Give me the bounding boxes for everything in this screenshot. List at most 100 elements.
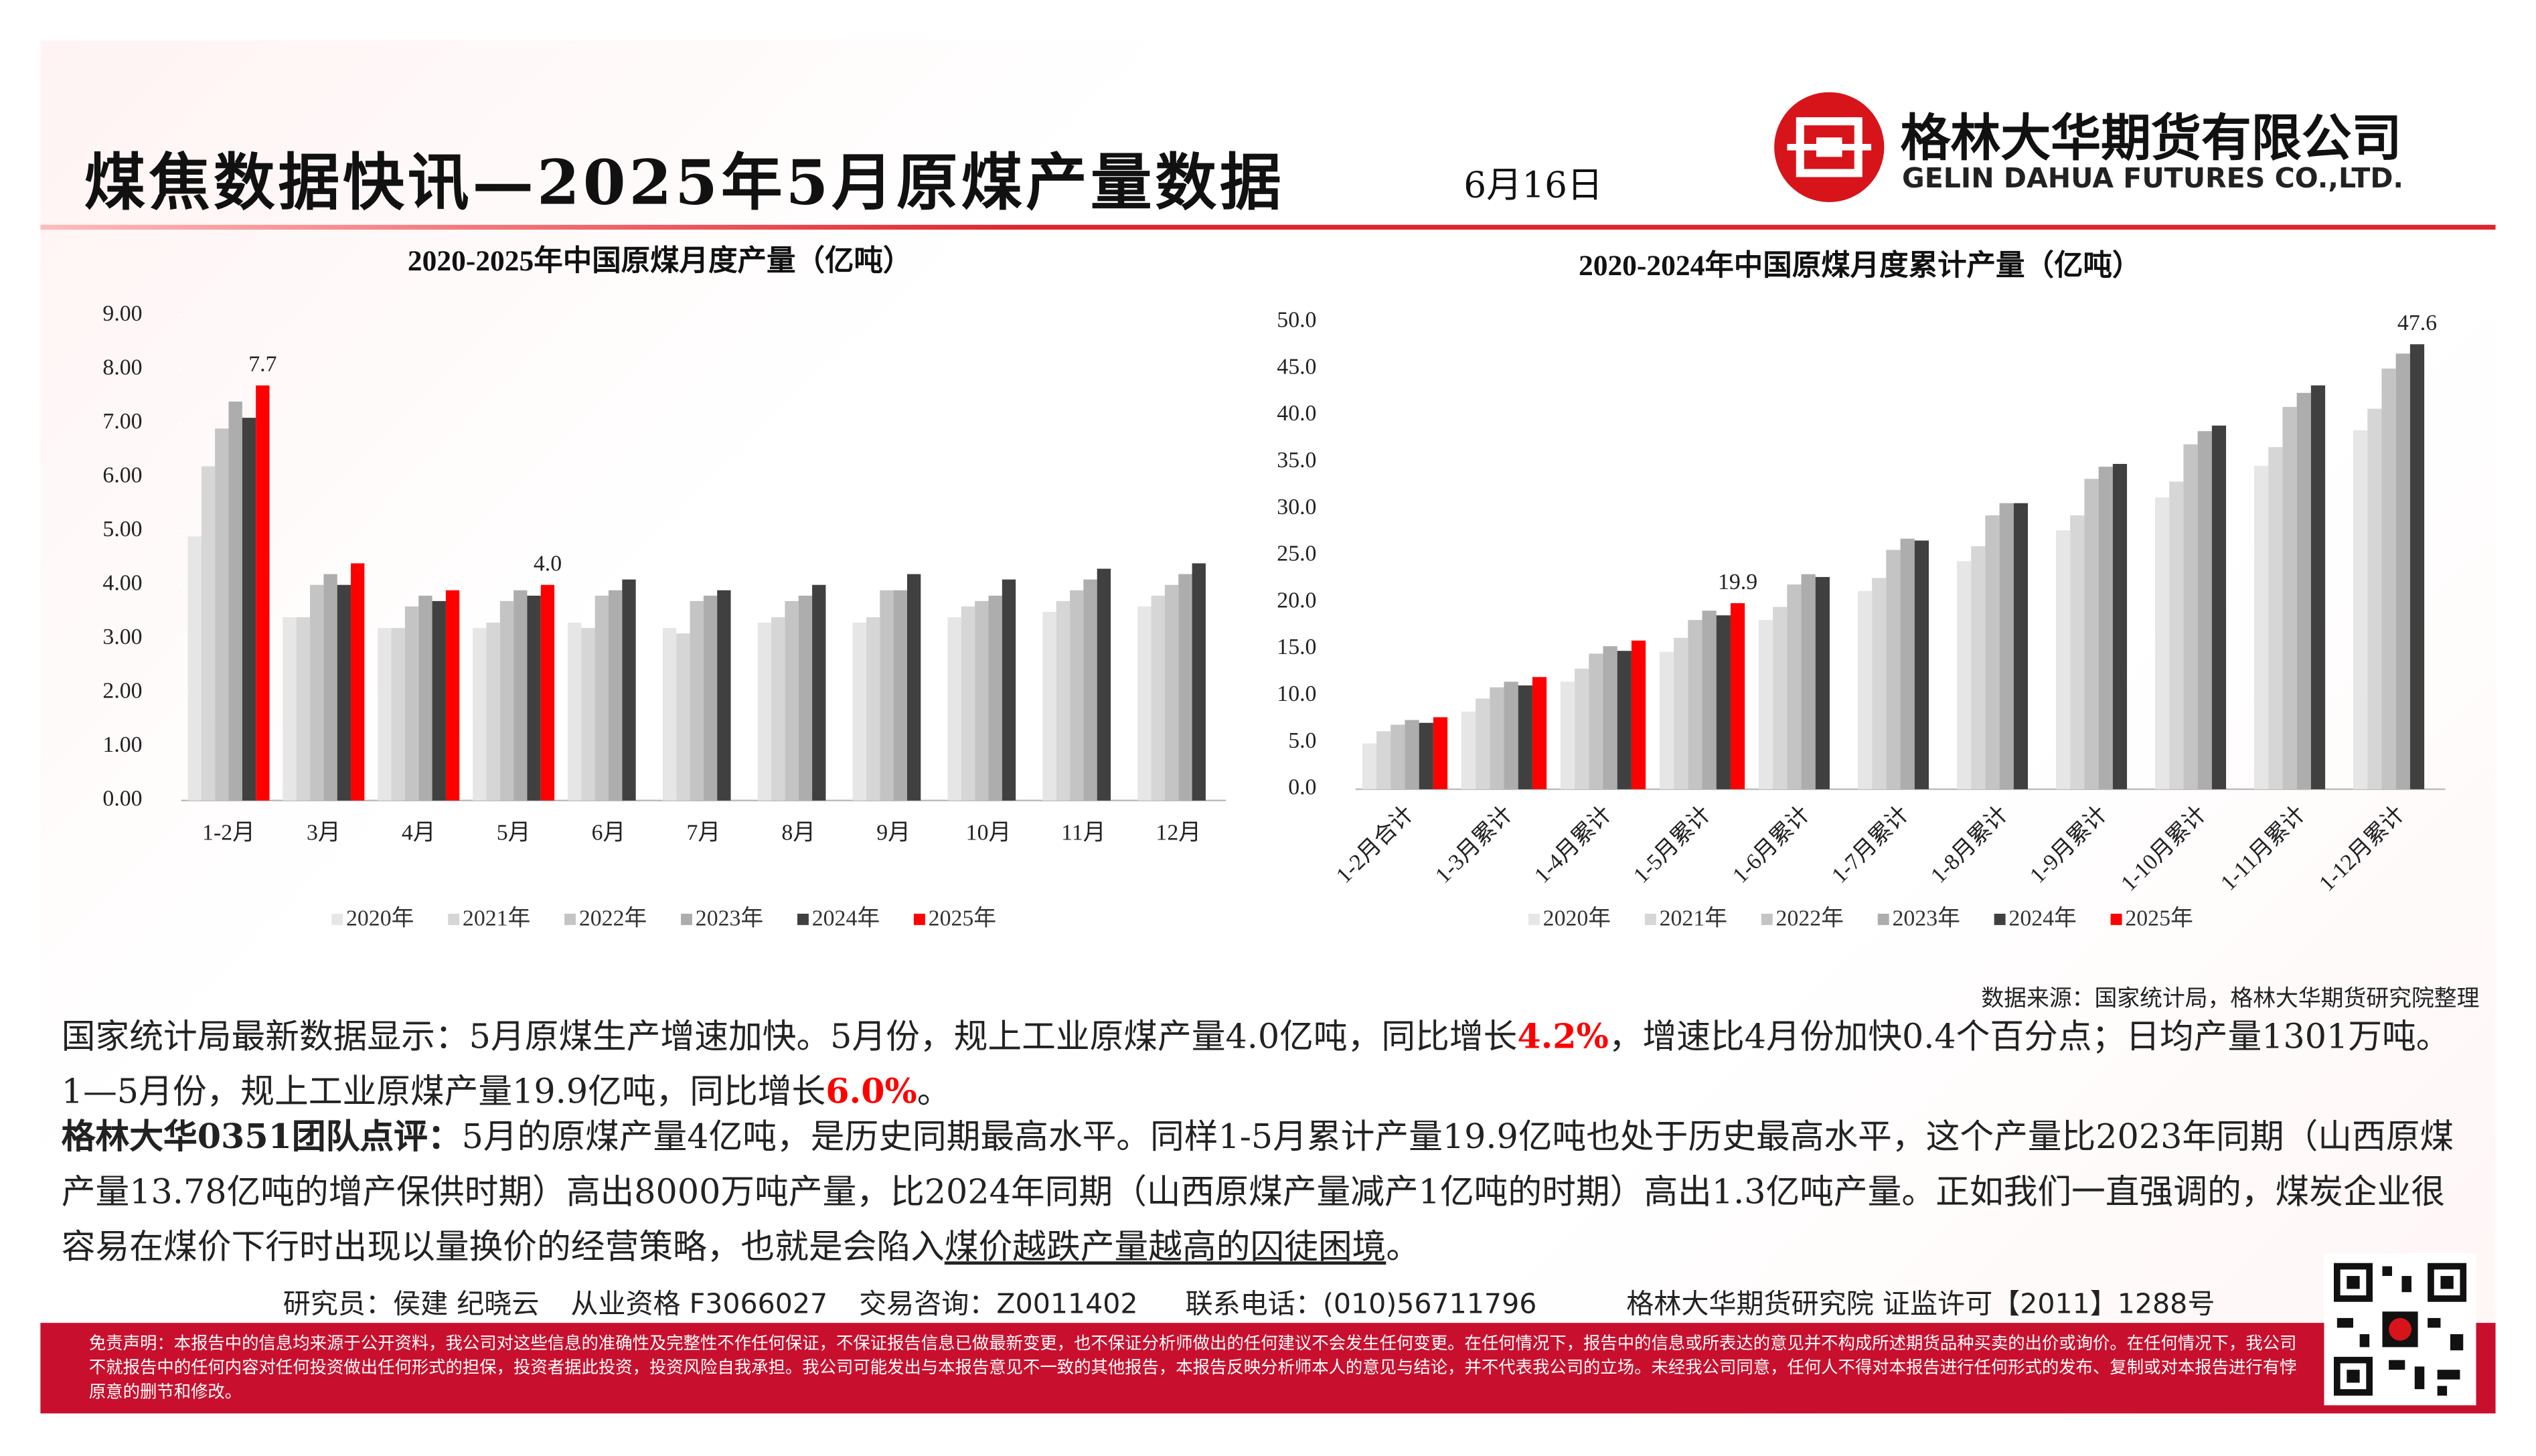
bar	[975, 600, 989, 801]
bar	[1631, 640, 1646, 789]
bar	[242, 418, 256, 801]
bar	[880, 590, 894, 801]
x-tick-label: 1-4月累计	[1530, 801, 1617, 888]
company-name: 格林大华期货有限公司	[1900, 110, 2402, 169]
bar	[2055, 530, 2071, 789]
bar	[1192, 563, 1206, 801]
bar	[1985, 515, 2000, 789]
charts: 2020-2025年中国原煤月度产量（亿吨） 0.00 1.00 2.00 3.00 4.…	[102, 244, 2446, 931]
legend-swatch	[1761, 913, 1773, 925]
legend-swatch	[1644, 913, 1656, 925]
legend-swatch	[564, 913, 576, 925]
contact: 研究员：侯建 纪晓云	[283, 1289, 540, 1321]
y-tick-label: 6.00	[102, 463, 142, 487]
bar	[1787, 584, 1802, 789]
contact: 从业资格 F3066027	[570, 1289, 828, 1321]
bar	[893, 590, 907, 801]
y-tick-label: 5.00	[102, 517, 142, 542]
bar	[1504, 681, 1518, 789]
bar	[391, 628, 405, 801]
bar	[2367, 408, 2382, 789]
data-label: 4.0	[534, 551, 562, 576]
y-tick-label: 9.00	[102, 301, 142, 326]
x-tick-label: 1-5月累计	[1629, 801, 1716, 888]
disclaimer: 免责声明：本报告中的信息均来源于公开资料，我公司对这些信息的准确性及完整性不作任…	[88, 1334, 2297, 1402]
bar	[690, 600, 704, 801]
y-tick-label: 30.0	[1277, 495, 1316, 519]
bar	[1617, 651, 1632, 789]
bar	[1042, 611, 1056, 801]
y-tick-label: 1.00	[102, 732, 142, 757]
bar	[540, 584, 555, 801]
bar	[785, 600, 799, 801]
bar	[608, 590, 623, 801]
legend-label: 2024年	[2008, 905, 2076, 931]
bar	[1659, 651, 1674, 789]
legend-label: 2025年	[929, 905, 996, 931]
chart-title: 2020-2024年中国原煤月度累计产量（亿吨）	[1579, 249, 2141, 282]
bar	[201, 466, 216, 801]
bar	[351, 563, 365, 801]
legend-swatch	[2110, 913, 2122, 925]
bar	[798, 595, 813, 801]
bar	[1164, 584, 1179, 801]
bar	[1461, 712, 1476, 789]
summary-highlight: 6.0%	[825, 1070, 917, 1111]
bar	[1083, 579, 1097, 801]
bar	[2197, 431, 2212, 789]
x-tick-label: 7月	[687, 820, 721, 845]
comment-label: 格林大华0351团队点评：	[61, 1115, 462, 1157]
contact: 格林大华期货研究院 证监许可【2011】1288号	[1626, 1289, 2215, 1321]
legend-label: 2020年	[1543, 905, 1611, 931]
bar	[1773, 606, 1788, 789]
y-tick-label: 4.00	[102, 570, 142, 595]
y-tick-label: 15.0	[1277, 635, 1316, 659]
bar	[323, 574, 337, 801]
bar	[757, 623, 772, 801]
x-tick-label: 11月	[1061, 820, 1105, 845]
x-tick-label: 10月	[966, 820, 1012, 845]
date: 6月16日	[1463, 166, 1603, 208]
bar	[1433, 717, 1448, 789]
x-tick-label: 1-3月累计	[1431, 801, 1518, 888]
bar	[1688, 620, 1702, 789]
bar	[703, 595, 718, 801]
legend-label: 2020年	[346, 905, 414, 931]
comment-underlined: 煤价越跌产量越高的囚徒困境	[944, 1227, 1386, 1267]
summary-text: ，增速比4月份加快0.4个百分点；日均产量1301万吨。1—5月份，规上工业原煤…	[61, 1017, 2450, 1111]
bar	[1603, 646, 1617, 789]
bar	[1097, 568, 1111, 801]
bar	[1900, 538, 1915, 789]
bar	[2310, 385, 2326, 789]
legend-label: 2023年	[1892, 905, 1960, 931]
x-tick-label: 1-7月累计	[1827, 801, 1914, 888]
legend-swatch	[1877, 913, 1889, 925]
summary: 国家统计局最新数据显示：5月原煤生产增速加快。5月份，规上工业原煤产量4.0亿吨…	[62, 1009, 2455, 1119]
bar	[310, 584, 324, 801]
bar	[1801, 574, 1816, 789]
bar	[2070, 515, 2085, 789]
x-tick-label: 1-2月合计	[1331, 801, 1418, 888]
bar	[2169, 481, 2184, 789]
x-tick-label: 1-11月累计	[2216, 801, 2310, 896]
x-tick-label: 5月	[497, 820, 531, 845]
logo	[1774, 92, 1885, 202]
bar	[283, 617, 297, 801]
bar	[947, 617, 961, 801]
bar	[2395, 353, 2410, 789]
bar	[1532, 677, 1547, 789]
y-tick-label: 10.0	[1277, 681, 1316, 706]
bar	[595, 595, 609, 801]
legend-swatch	[681, 913, 692, 925]
bar	[1391, 724, 1405, 789]
bar	[2098, 467, 2113, 789]
bar	[1476, 698, 1490, 789]
company-name-en: GELIN DAHUA FUTURES CO.,LTD.	[1901, 163, 2404, 196]
bar	[662, 628, 677, 801]
bar	[473, 628, 487, 801]
bar	[676, 633, 690, 801]
data-label: 7.7	[248, 352, 276, 377]
bar	[1518, 685, 1532, 789]
